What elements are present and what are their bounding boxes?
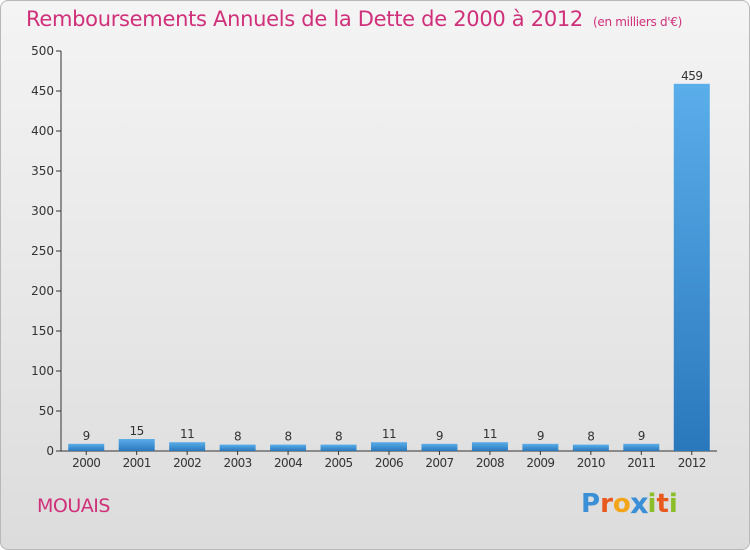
y-tick-label: 150 (31, 324, 54, 338)
x-tick-label: 2002 (173, 456, 201, 470)
bar (68, 443, 105, 451)
logo-letter: o (612, 489, 631, 519)
y-tick-label: 350 (31, 164, 54, 178)
y-tick-label: 400 (31, 124, 54, 138)
x-tick-label: 2001 (123, 456, 151, 470)
x-tick-label: 2011 (627, 456, 655, 470)
bar (471, 442, 508, 451)
bar-value-label: 11 (483, 427, 497, 441)
x-tick-label: 2005 (324, 456, 352, 470)
bar (572, 444, 609, 451)
x-tick-label: 2009 (526, 456, 554, 470)
y-tick-label: 200 (31, 284, 54, 298)
logo-letter: t (656, 489, 669, 519)
bar-value-label: 9 (537, 429, 544, 443)
bar-value-label: 11 (382, 427, 396, 441)
bar-value-label: 459 (681, 69, 702, 83)
bar-value-label: 8 (234, 430, 241, 444)
bar (623, 443, 660, 451)
logo-letter: x (629, 487, 649, 521)
chart-subtitle: (en milliers d'€) (593, 15, 683, 29)
logo-letter: r (600, 489, 613, 519)
bar (673, 83, 710, 452)
y-tick-label: 250 (31, 244, 54, 258)
bar-value-label: 9 (436, 429, 443, 443)
bar-value-label: 8 (587, 430, 594, 444)
proxiti-logo: Proxiti (581, 487, 678, 521)
bar (169, 442, 206, 451)
bar (522, 443, 559, 451)
y-tick-label: 450 (31, 84, 54, 98)
bar (219, 444, 256, 451)
x-tick-label: 2012 (678, 456, 706, 470)
logo-letter: i (647, 489, 657, 519)
chart-title: Remboursements Annuels de la Dette de 20… (26, 7, 682, 31)
y-tick-label: 100 (31, 364, 54, 378)
x-tick-label: 2004 (274, 456, 302, 470)
bar-value-label: 11 (180, 427, 194, 441)
bar-value-label: 8 (335, 430, 342, 444)
x-tick-label: 2007 (425, 456, 453, 470)
x-tick-label: 2010 (577, 456, 605, 470)
town-name: MOUAIS (37, 495, 110, 517)
bar (371, 442, 407, 451)
bar-value-label: 9 (83, 429, 90, 443)
x-tick-label: 2000 (72, 456, 100, 470)
chart-title-text: Remboursements Annuels de la Dette de 20… (26, 7, 583, 31)
x-tick-label: 2003 (224, 456, 252, 470)
bar (421, 443, 458, 451)
y-tick-label: 300 (31, 204, 54, 218)
x-tick-label: 2006 (375, 456, 403, 470)
bar-value-label: 9 (638, 429, 645, 443)
bar-value-label: 8 (285, 430, 292, 444)
bar (118, 439, 155, 451)
x-tick-label: 2008 (476, 456, 504, 470)
bar (270, 444, 307, 451)
bar-value-label: 15 (130, 424, 144, 438)
y-tick-label: 0 (46, 444, 54, 458)
y-tick-label: 500 (31, 44, 54, 58)
logo-letter: P (581, 489, 601, 519)
bar (320, 444, 357, 451)
y-tick-label: 50 (39, 404, 54, 418)
logo-letter: i (668, 489, 678, 519)
